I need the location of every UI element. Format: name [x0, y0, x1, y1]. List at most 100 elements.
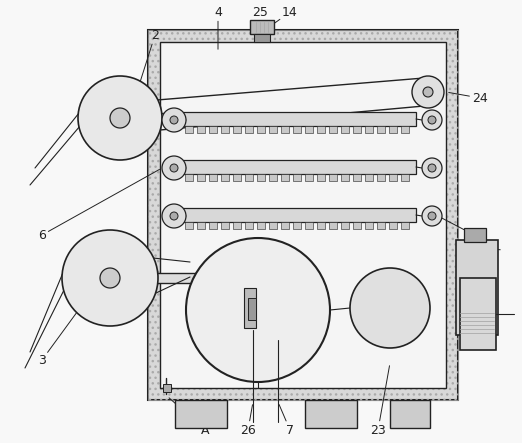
Bar [233, 222, 241, 229]
Circle shape [412, 76, 444, 108]
Text: 3: 3 [38, 310, 78, 366]
Bar [257, 126, 265, 133]
Circle shape [100, 268, 120, 288]
Bar [160, 42, 446, 388]
Bar [353, 174, 361, 181]
Text: 23: 23 [370, 366, 389, 436]
Circle shape [162, 204, 186, 228]
Bar [197, 126, 205, 133]
Bar [233, 174, 241, 181]
Bar [269, 174, 277, 181]
Text: 19: 19 [472, 261, 496, 285]
Bar [305, 222, 313, 229]
Bar [163, 384, 171, 392]
Bar [209, 174, 217, 181]
Text: 14: 14 [274, 5, 298, 23]
Bar [245, 126, 253, 133]
Bar [221, 222, 229, 229]
Bar [317, 126, 325, 133]
Bar [456, 240, 498, 335]
Text: 6: 6 [38, 169, 160, 241]
Bar [221, 126, 229, 133]
Text: 18: 18 [472, 303, 491, 316]
Bar [365, 126, 373, 133]
Bar [377, 174, 385, 181]
Bar [377, 222, 385, 229]
Circle shape [62, 230, 158, 326]
Bar [175, 400, 227, 428]
Bar [293, 222, 301, 229]
Bar [377, 126, 385, 133]
Bar [353, 222, 361, 229]
Bar [341, 222, 349, 229]
Bar [102, 273, 220, 283]
Bar [209, 222, 217, 229]
Circle shape [423, 87, 433, 97]
Bar [269, 126, 277, 133]
Text: B: B [476, 241, 500, 254]
Bar [254, 34, 270, 42]
Circle shape [170, 164, 178, 172]
Bar [185, 222, 193, 229]
Bar [401, 222, 409, 229]
Circle shape [78, 76, 162, 160]
Bar [281, 126, 289, 133]
Circle shape [162, 108, 186, 132]
Bar [245, 222, 253, 229]
Bar [209, 126, 217, 133]
Bar [185, 174, 193, 181]
Bar [180, 208, 416, 222]
Text: 7: 7 [279, 404, 294, 436]
Bar [233, 126, 241, 133]
Bar [257, 222, 265, 229]
Circle shape [428, 212, 436, 220]
Bar [305, 126, 313, 133]
Bar [245, 174, 253, 181]
Bar [293, 174, 301, 181]
Bar [305, 400, 357, 428]
Bar [257, 174, 265, 181]
Bar [250, 20, 274, 34]
Circle shape [422, 206, 442, 226]
Bar [281, 174, 289, 181]
Circle shape [428, 116, 436, 124]
Bar [148, 30, 458, 400]
Text: 26: 26 [240, 405, 256, 436]
Bar [148, 30, 458, 400]
Bar [269, 222, 277, 229]
Circle shape [162, 156, 186, 180]
Bar [317, 222, 325, 229]
Bar [305, 174, 313, 181]
Bar [329, 174, 337, 181]
Bar [185, 126, 193, 133]
Bar [365, 174, 373, 181]
Bar [248, 298, 256, 320]
Bar [221, 174, 229, 181]
Bar [460, 278, 496, 350]
Bar [365, 222, 373, 229]
Circle shape [170, 116, 178, 124]
Circle shape [186, 238, 330, 382]
Bar [197, 222, 205, 229]
Circle shape [422, 158, 442, 178]
Text: 24: 24 [449, 92, 488, 105]
Circle shape [110, 108, 130, 128]
Circle shape [422, 110, 442, 130]
Bar [389, 126, 397, 133]
Circle shape [428, 164, 436, 172]
Bar [293, 126, 301, 133]
Bar [281, 222, 289, 229]
Text: 4: 4 [214, 5, 222, 49]
Bar [197, 174, 205, 181]
Bar [329, 222, 337, 229]
Bar [341, 174, 349, 181]
Bar [180, 160, 416, 174]
Bar [389, 174, 397, 181]
Bar [244, 288, 256, 328]
Text: A: A [169, 398, 209, 436]
Bar [341, 126, 349, 133]
Bar [464, 228, 486, 242]
Bar [317, 174, 325, 181]
Circle shape [170, 212, 178, 220]
Bar [112, 113, 231, 123]
